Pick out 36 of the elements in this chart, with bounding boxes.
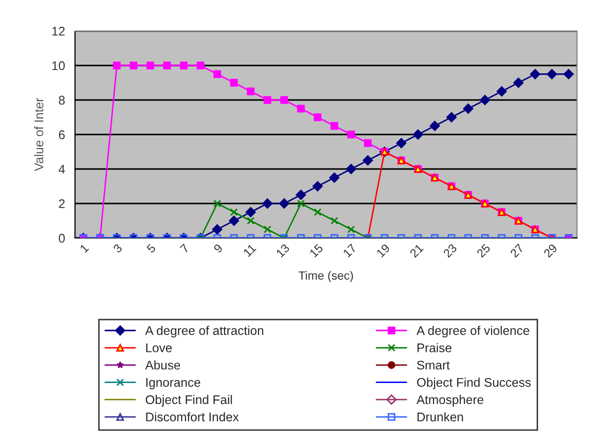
legend-label: Love [146, 344, 172, 352]
x-tick-label: 27 [510, 244, 524, 258]
y-tick-label: 4 [58, 164, 65, 174]
y-tick-label: 0 [58, 234, 65, 243]
x-tick-label: 5 [146, 244, 156, 254]
y-tick-label: 10 [52, 61, 65, 70]
legend-label: A degree of attraction [145, 326, 264, 338]
legend-label: Object Find Fail [146, 394, 232, 407]
legend-label: Praise [418, 343, 452, 352]
legend-label: Discomfort Index [146, 412, 239, 422]
legend-label: Atmosphere [416, 394, 484, 407]
x-tick-label: 9 [213, 243, 223, 254]
x-tick-label: 29 [543, 243, 558, 258]
x-axis-title: Time (sec) [298, 271, 353, 282]
y-tick-label: 12 [52, 26, 65, 36]
legend-label: Drunken [418, 412, 463, 422]
x-tick-label: 11 [242, 244, 256, 257]
x-tick-label: 13 [276, 243, 290, 258]
x-tick-label: 7 [180, 244, 190, 254]
legend-label: A degree of violence [416, 326, 530, 338]
y-tick-label: 8 [58, 96, 65, 105]
x-tick-label: 19 [376, 243, 390, 258]
y-axis-title: Value of Inter [34, 98, 44, 172]
y-tick-label: 6 [58, 130, 65, 140]
x-tick-label: 1 [80, 244, 90, 253]
x-tick-label: 25 [476, 243, 491, 258]
x-tick-label: 3 [112, 243, 123, 254]
legend-label: Abuse [145, 360, 180, 370]
legend-label: Smart [417, 360, 450, 370]
x-tick-label: 21 [409, 243, 424, 258]
x-tick-label: 17 [342, 244, 357, 258]
legend-label: Ignorance [146, 378, 200, 390]
legend-label: Object Find Success [417, 378, 531, 390]
x-tick-label: 15 [309, 244, 324, 258]
x-tick-label: 23 [442, 243, 458, 258]
y-tick-label: 2 [58, 199, 65, 208]
